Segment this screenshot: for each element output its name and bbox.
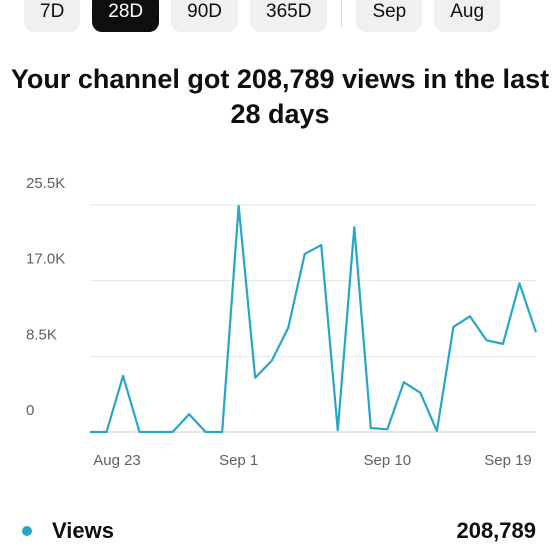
- legend-dot: [22, 526, 32, 536]
- series-line: [90, 204, 538, 434]
- y-tick-label: 0: [26, 402, 34, 419]
- period-tab[interactable]: Aug: [434, 0, 501, 32]
- x-tick-label: Sep 19: [484, 452, 532, 469]
- period-tab[interactable]: 90D: [171, 0, 239, 32]
- period-tab[interactable]: 365D: [250, 0, 328, 32]
- y-tick-label: 8.5K: [26, 326, 57, 343]
- tab-separator: [341, 0, 343, 28]
- tab-bar: 7D 28D 90D 365D Sep Aug: [24, 0, 501, 32]
- total: 208,789: [456, 518, 536, 543]
- period-tab[interactable]: Sep: [356, 0, 423, 32]
- legend-label: Views: [52, 518, 114, 543]
- headline: Your channel got 208,789 views in the la…: [10, 64, 550, 129]
- period-tab[interactable]: 7D: [24, 0, 81, 32]
- x-tick-label: Aug 23: [93, 452, 141, 469]
- period-tab[interactable]: 28D: [92, 0, 160, 32]
- legend: Views 208,789: [22, 518, 536, 544]
- chart: 0 8.5K 17.0K 25.5K Aug 23 Sep 1 Sep 10 Sep 19: [26, 175, 538, 469]
- x-tick-label: Sep 1: [219, 452, 258, 469]
- x-tick-label: Sep 10: [364, 452, 412, 469]
- y-tick-label: 25.5K: [26, 175, 65, 192]
- y-tick-label: 17.0K: [26, 251, 65, 268]
